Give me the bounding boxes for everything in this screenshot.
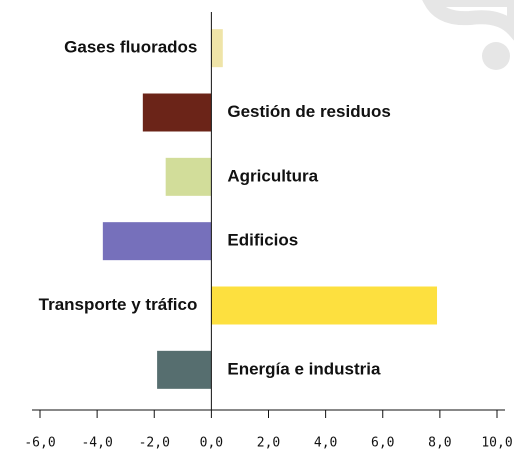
- bar: [102, 222, 212, 261]
- bar: [211, 286, 438, 325]
- x-tick-label: -4,0: [81, 436, 112, 451]
- x-tick-label: -2,0: [139, 436, 170, 451]
- x-tick-label: 0,0: [200, 436, 223, 451]
- x-tick-label: 4,0: [314, 436, 337, 451]
- bar: [165, 157, 212, 196]
- bar: [157, 350, 212, 389]
- category-label: Transporte y tráfico: [39, 295, 198, 314]
- x-tick-label: 6,0: [371, 436, 394, 451]
- bar: [142, 93, 212, 132]
- category-label: Gestión de residuos: [227, 102, 390, 121]
- category-label: Agricultura: [227, 166, 318, 185]
- x-tick-label: 8,0: [428, 436, 451, 451]
- category-label: Gases fluorados: [64, 38, 197, 57]
- category-label: Edificios: [227, 231, 298, 250]
- x-tick-label: 2,0: [257, 436, 280, 451]
- category-label: Energía e industria: [227, 359, 381, 378]
- bar: [211, 29, 223, 68]
- x-tick-label: 10,0: [481, 436, 512, 451]
- x-tick-label: -6,0: [24, 436, 55, 451]
- decoration: [422, 0, 514, 70]
